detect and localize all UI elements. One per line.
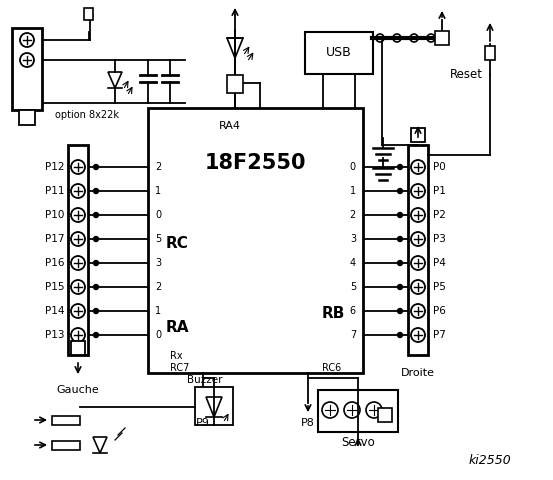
Bar <box>408 145 428 355</box>
Bar <box>84 8 93 20</box>
Circle shape <box>93 309 98 313</box>
Text: Servo: Servo <box>341 435 375 448</box>
Text: P9: P9 <box>196 418 210 428</box>
Text: RC7: RC7 <box>170 363 189 373</box>
Text: ki2550: ki2550 <box>468 454 512 467</box>
Circle shape <box>398 285 403 289</box>
Text: 1: 1 <box>155 186 161 196</box>
Text: P8: P8 <box>301 418 315 428</box>
Bar <box>52 441 80 450</box>
Circle shape <box>398 237 403 241</box>
Circle shape <box>93 285 98 289</box>
Text: 4: 4 <box>350 258 356 268</box>
Circle shape <box>398 333 403 337</box>
Circle shape <box>398 309 403 313</box>
Text: RA4: RA4 <box>218 121 241 131</box>
Circle shape <box>398 261 403 265</box>
Text: 0: 0 <box>155 210 161 220</box>
Circle shape <box>93 261 98 265</box>
Text: P7: P7 <box>433 330 446 340</box>
Circle shape <box>398 165 403 169</box>
Circle shape <box>93 165 98 169</box>
Bar <box>68 145 88 355</box>
Text: 3: 3 <box>155 258 161 268</box>
Circle shape <box>93 189 98 193</box>
Text: option 8x22k: option 8x22k <box>55 110 119 120</box>
Text: Buzzer: Buzzer <box>187 375 223 385</box>
Text: RC: RC <box>166 236 189 251</box>
Text: P17: P17 <box>44 234 64 244</box>
Text: P16: P16 <box>44 258 64 268</box>
Text: P2: P2 <box>433 210 446 220</box>
Bar <box>52 416 80 425</box>
Text: 1: 1 <box>350 186 356 196</box>
Bar <box>148 108 363 373</box>
Text: 1: 1 <box>155 306 161 316</box>
Bar <box>485 46 495 60</box>
Text: RA: RA <box>166 321 190 336</box>
Text: 5: 5 <box>155 234 161 244</box>
Text: 7: 7 <box>349 330 356 340</box>
Text: 3: 3 <box>350 234 356 244</box>
Bar <box>435 31 449 45</box>
Text: RC6: RC6 <box>322 363 341 373</box>
Text: P1: P1 <box>433 186 446 196</box>
Text: P15: P15 <box>44 282 64 292</box>
Bar <box>227 75 243 93</box>
Text: 2: 2 <box>155 162 161 172</box>
Circle shape <box>93 237 98 241</box>
Text: Droite: Droite <box>401 368 435 378</box>
Text: P10: P10 <box>45 210 64 220</box>
Bar <box>71 341 85 355</box>
Bar <box>318 390 398 432</box>
Bar <box>411 128 425 142</box>
Text: Gauche: Gauche <box>56 385 100 395</box>
Circle shape <box>398 213 403 217</box>
Text: P0: P0 <box>433 162 446 172</box>
Bar <box>378 408 392 422</box>
Text: P12: P12 <box>44 162 64 172</box>
Circle shape <box>93 333 98 337</box>
Text: 6: 6 <box>350 306 356 316</box>
Bar <box>12 28 42 110</box>
Text: P4: P4 <box>433 258 446 268</box>
Text: 18F2550: 18F2550 <box>205 153 306 173</box>
Text: 5: 5 <box>349 282 356 292</box>
Text: 0: 0 <box>155 330 161 340</box>
Text: P13: P13 <box>44 330 64 340</box>
Text: 2: 2 <box>349 210 356 220</box>
Bar <box>19 110 35 125</box>
Text: P3: P3 <box>433 234 446 244</box>
Text: Reset: Reset <box>450 69 483 82</box>
Text: P14: P14 <box>44 306 64 316</box>
Text: Rx: Rx <box>170 351 182 361</box>
Text: P6: P6 <box>433 306 446 316</box>
Circle shape <box>93 213 98 217</box>
Text: P11: P11 <box>44 186 64 196</box>
Bar <box>305 32 373 74</box>
Text: 2: 2 <box>155 282 161 292</box>
Circle shape <box>398 189 403 193</box>
Bar <box>195 387 233 425</box>
Text: USB: USB <box>326 47 352 60</box>
Text: P5: P5 <box>433 282 446 292</box>
Text: RB: RB <box>322 305 345 321</box>
Text: 0: 0 <box>350 162 356 172</box>
